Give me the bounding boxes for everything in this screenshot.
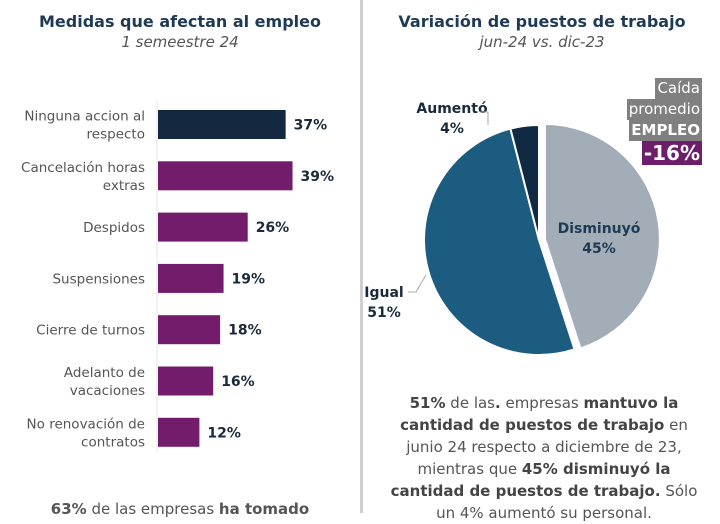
bar-value-label: 16% — [221, 374, 255, 390]
text: de las empresas — [86, 500, 219, 518]
bar-value-label: 18% — [228, 323, 262, 339]
bar-category-label: respecto — [87, 127, 145, 143]
bar-category-label: Cancelación horas — [21, 160, 145, 176]
pie-slice-value: 45% — [582, 241, 616, 257]
bar-category-label: Adelanto de — [64, 365, 145, 381]
bold-text: 51% — [409, 394, 446, 412]
bar — [158, 161, 293, 191]
pie-chart-title: Variación de puestos de trabajo — [398, 12, 686, 31]
text: empresas — [500, 394, 584, 412]
bar-category-label: extras — [103, 178, 145, 194]
pie-slice — [423, 127, 576, 356]
text: en junio 24 respecto a diciembre de 23, … — [406, 416, 688, 478]
pie-slice-value: 4% — [440, 121, 464, 137]
badge-line-2: promedio — [626, 99, 702, 120]
bar-value-label: 26% — [256, 220, 290, 236]
bar — [158, 110, 286, 139]
bar — [158, 366, 214, 396]
bar-category-label: Ninguna accion al — [24, 109, 145, 125]
bar-chart: 37% Ninguna accion al respecto 39% Cancelaci… — [21, 100, 335, 452]
right-panel: Variación de puestos de trabajo jun-24 v… — [364, 0, 720, 522]
bar — [158, 315, 221, 345]
bar — [158, 263, 224, 293]
bar-category-label: Despidos — [83, 220, 145, 236]
pie-slice-label: Igual — [364, 285, 403, 301]
badge-value: -16% — [641, 141, 702, 165]
bold-text: mantuvo la cantidad de puestos de trabaj… — [400, 394, 679, 434]
pie-slice-value: 51% — [367, 305, 401, 321]
average-drop-badge: Caída promedio EMPLEO -16% — [626, 78, 702, 166]
pie-slice-label: Disminuyó — [558, 221, 641, 237]
pie-slice — [543, 123, 661, 350]
bar-category-label: No renovación de — [27, 416, 145, 432]
bold-text: ha tomado — [218, 500, 310, 518]
bar-value-label: 39% — [301, 169, 335, 185]
bar-chart-title: Medidas que afectan al empleo — [39, 12, 321, 31]
bar-chart-subtitle: 1 semeestre 24 — [121, 33, 239, 51]
bar-value-label: 12% — [207, 425, 241, 441]
left-footer-text: 63% de las empresas ha tomado — [0, 500, 360, 518]
bold-text: 63% — [50, 500, 87, 518]
bold-text: . — [495, 394, 501, 412]
pie-slice — [509, 123, 540, 241]
bar-category-label: contratos — [81, 434, 145, 450]
bar — [158, 417, 200, 447]
bar — [158, 212, 248, 242]
bar-category-label: Cierre de turnos — [36, 323, 145, 339]
pie-slice-label: Aumentó — [416, 101, 488, 117]
bar-value-label: 19% — [232, 271, 266, 287]
bar-category-label: Suspensiones — [52, 271, 145, 287]
pie-chart-subtitle: jun-24 vs. dic-23 — [479, 33, 605, 51]
left-panel: Medidas que afectan al empleo 1 semeestr… — [0, 0, 360, 518]
badge-line-3: EMPLEO — [629, 120, 702, 141]
bar-category-label: vacaciones — [70, 383, 145, 399]
bar-value-label: 37% — [294, 118, 328, 134]
bold-text: 45% disminuyó la cantidad de puestos de … — [390, 460, 671, 500]
pie-summary-text: 51% de las. empresas mantuvo la cantidad… — [384, 392, 704, 524]
text: de las — [445, 394, 495, 412]
leader-line — [480, 111, 489, 125]
leader-line — [408, 274, 427, 293]
panel-divider — [360, 0, 363, 513]
pie-chart: Disminuyó 45% Igual 51% Aumentó 4% — [364, 101, 661, 356]
badge-line-1: Caída — [655, 78, 702, 99]
